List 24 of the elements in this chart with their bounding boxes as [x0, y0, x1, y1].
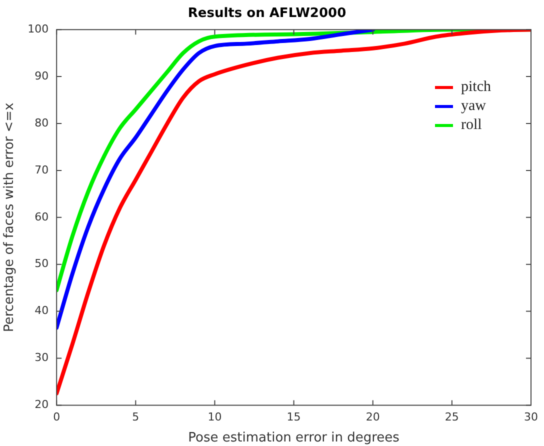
- line-series: [56, 30, 375, 330]
- y-tick-label: 20: [34, 398, 49, 412]
- y-tick-label: 60: [34, 210, 49, 224]
- y-tick-label: 80: [34, 116, 49, 130]
- y-axis-title: Percentage of faces with error <=x: [2, 102, 18, 332]
- line-series: [56, 30, 531, 396]
- y-tick-label: 30: [34, 351, 49, 364]
- legend-label: pitch: [461, 78, 491, 97]
- legend-label: roll: [461, 116, 482, 135]
- y-tick-label: 50: [34, 257, 49, 270]
- x-tick-label: 25: [444, 410, 459, 424]
- x-tick-label: 10: [208, 410, 222, 424]
- x-tick-label: 5: [132, 410, 140, 424]
- x-tick-label: 0: [53, 410, 60, 424]
- y-tick-label: 40: [34, 304, 49, 318]
- x-tick-label: 30: [524, 410, 538, 424]
- y-tick-label: 70: [34, 163, 49, 176]
- y-tick-label: 100: [28, 22, 49, 36]
- x-axis-title: Pose estimation error in degrees: [188, 430, 400, 446]
- x-tick-label: 20: [366, 410, 380, 424]
- y-tick-label: 90: [34, 69, 49, 82]
- x-tick-label: 15: [286, 410, 301, 424]
- legend-label: yaw: [461, 96, 486, 116]
- chart-title: Results on AFLW2000: [188, 6, 346, 22]
